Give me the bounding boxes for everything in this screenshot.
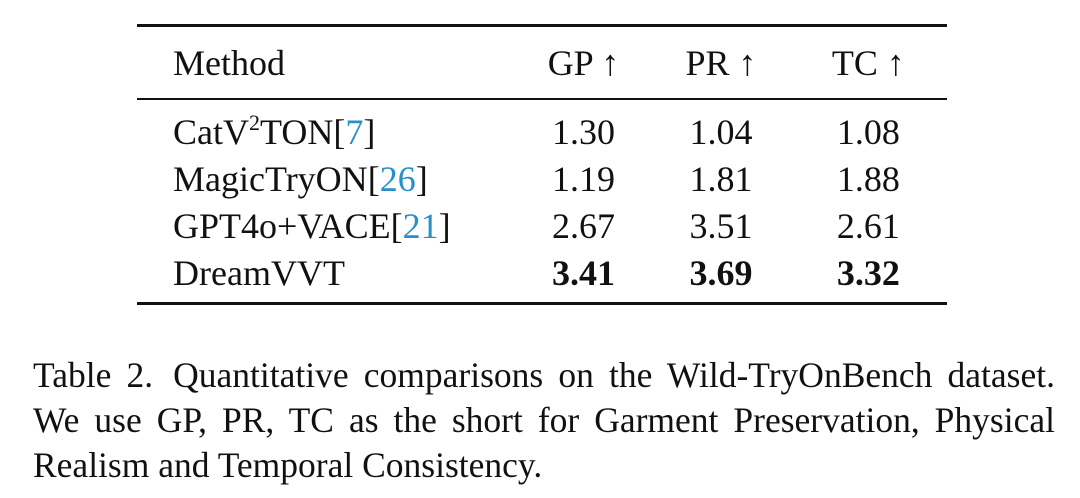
- method-name: CatV: [173, 111, 249, 152]
- tc-value: 1.88: [836, 158, 900, 199]
- method-name: GPT4o+VACE: [173, 205, 391, 246]
- method-cell: GPT4o+VACE[21]: [137, 202, 515, 249]
- method-name: DreamVVT: [173, 252, 345, 293]
- cite-bracket-close: ]: [438, 205, 451, 246]
- tc-value: 2.61: [836, 205, 900, 246]
- caption-text: Quantitative comparisons on the Wild-Try…: [33, 355, 1055, 485]
- header-pr: PR ↑: [685, 42, 757, 83]
- gp-value: 3.41: [552, 252, 616, 293]
- table-caption: Table 2. Quantitative comparisons on the …: [33, 353, 1055, 488]
- cite-bracket-close: ]: [363, 111, 376, 152]
- method-cell: DreamVVT: [137, 249, 515, 302]
- header-tc: TC ↑: [831, 42, 905, 83]
- table-row: DreamVVT 3.41 3.69 3.32: [137, 249, 947, 302]
- method-name: MagicTryON: [173, 158, 368, 199]
- cite-bracket-open: [: [390, 205, 403, 246]
- method-superscript: 2: [249, 109, 260, 135]
- cite-bracket-close: ]: [415, 158, 428, 199]
- citation-link[interactable]: 21: [402, 205, 439, 246]
- pr-value: 1.04: [689, 111, 753, 152]
- table-row: GPT4o+VACE[21] 2.67 3.51 2.61: [137, 202, 947, 249]
- tc-value: 1.08: [836, 111, 900, 152]
- table-mid-rule: [137, 98, 947, 100]
- tc-value: 3.32: [836, 252, 900, 293]
- header-gp: GP ↑: [547, 42, 620, 83]
- table-row: CatV2TON[7] 1.30 1.04 1.08: [137, 100, 947, 155]
- method-name-suffix: TON: [260, 111, 334, 152]
- results-table: Method GP ↑ PR ↑ TC ↑ CatV2TON[7] 1.30 1…: [137, 24, 947, 305]
- cite-bracket-open: [: [333, 111, 346, 152]
- caption-label: Table 2.: [33, 355, 154, 395]
- pr-value: 3.69: [689, 252, 753, 293]
- citation-link[interactable]: 7: [345, 111, 364, 152]
- table-top-rule: [137, 24, 947, 27]
- header-method: Method: [173, 42, 285, 83]
- pr-value: 3.51: [689, 205, 753, 246]
- pr-value: 1.81: [689, 158, 753, 199]
- citation-link[interactable]: 26: [379, 158, 416, 199]
- comparison-table: Method GP ↑ PR ↑ TC ↑ CatV2TON[7] 1.30 1…: [137, 27, 947, 302]
- table-bottom-rule: [137, 302, 947, 305]
- method-cell: CatV2TON[7]: [137, 100, 515, 155]
- gp-value: 2.67: [552, 205, 616, 246]
- cite-bracket-open: [: [367, 158, 380, 199]
- method-cell: MagicTryON[26]: [137, 155, 515, 202]
- table-header-row: Method GP ↑ PR ↑ TC ↑: [137, 27, 947, 98]
- table-row: MagicTryON[26] 1.19 1.81 1.88: [137, 155, 947, 202]
- gp-value: 1.30: [552, 111, 616, 152]
- gp-value: 1.19: [552, 158, 616, 199]
